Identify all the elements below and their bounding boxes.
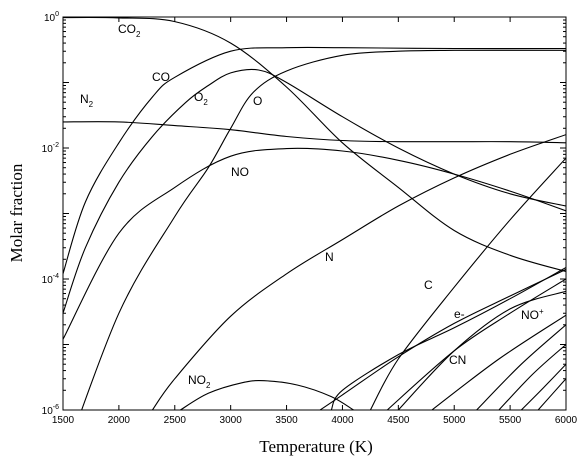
x-tick-label: 2000	[108, 415, 131, 426]
series-label-base: CO	[152, 70, 170, 84]
series-line-unlabeled	[520, 363, 566, 410]
x-axis-title: Temperature (K)	[259, 437, 373, 456]
series-label-o2: O2	[194, 90, 208, 107]
series-label-no-: NO+	[521, 307, 544, 322]
series-label-superscript: +	[539, 307, 544, 316]
series-line-cn	[397, 290, 566, 410]
x-tick-label: 2500	[164, 415, 187, 426]
series-label-no2: NO2	[188, 373, 211, 390]
series-label-base: e-	[454, 307, 465, 321]
x-tick-label: 1500	[52, 415, 75, 426]
plot-frame	[62, 16, 567, 411]
series-line-unlabeled	[386, 278, 566, 410]
x-tick-label: 4000	[331, 415, 354, 426]
series-label-no: NO	[231, 165, 249, 179]
series-label-subscript: 2	[89, 100, 94, 109]
series-label-base: CN	[449, 353, 466, 367]
series-line-unlabeled	[476, 324, 566, 410]
series-line-n2	[63, 121, 566, 144]
series-label-subscript: 2	[203, 98, 208, 107]
series-line-no	[63, 147, 566, 340]
series-line-unlabeled	[498, 344, 566, 410]
series-line-no-	[319, 268, 566, 410]
series-label-base: O	[253, 94, 262, 108]
series-label-base: N	[325, 250, 334, 264]
y-tick-label: 10-6	[42, 404, 59, 417]
series-label-base: O	[194, 90, 203, 104]
series-label-n: N	[325, 250, 334, 264]
x-tick-label: 6000	[555, 415, 578, 426]
y-axis-title: Molar fraction	[7, 163, 26, 262]
series-label-c: C	[424, 278, 433, 292]
series-line-o2	[63, 68, 566, 314]
series-label-co2: CO2	[118, 22, 141, 39]
y-tick-label: 10-4	[42, 273, 59, 286]
series-label-e-: e-	[454, 307, 465, 321]
series-line-n	[151, 134, 566, 410]
y-tick-label: 10-2	[42, 142, 59, 155]
x-tick-label: 3000	[220, 415, 243, 426]
series-label-base: CO	[118, 22, 136, 36]
series-line-unlabeled	[537, 378, 566, 410]
x-tick-label: 4500	[387, 415, 410, 426]
y-tick-label: 100	[44, 11, 59, 24]
series-line-o	[81, 49, 566, 410]
series-line-e-	[330, 267, 566, 410]
x-tick-label: 5500	[499, 415, 522, 426]
series-line-c	[369, 157, 566, 410]
axis-ticks: 1500 2000 2500 3000 3500 4000 4500 5000 5500 6000…	[42, 11, 578, 426]
series-label-base: N	[80, 92, 89, 106]
x-tick-label: 3500	[275, 415, 298, 426]
series-label-subscript: 2	[206, 381, 211, 390]
series-lines	[63, 17, 566, 410]
series-line-unlabeled	[431, 314, 566, 410]
series-line-co	[63, 46, 566, 274]
series-label-cn: CN	[449, 353, 466, 367]
series-label-base: C	[424, 278, 433, 292]
series-label-co: CO	[152, 70, 170, 84]
series-label-base: NO	[188, 373, 206, 387]
series-label-n2: N2	[80, 92, 94, 109]
series-label-subscript: 2	[136, 30, 141, 39]
x-tick-label: 5000	[443, 415, 466, 426]
series-label-o: O	[253, 94, 262, 108]
series-line-co2	[63, 17, 566, 273]
series-line-no2	[180, 380, 354, 410]
series-label-base: NO	[231, 165, 249, 179]
series-label-base: NO	[521, 308, 539, 322]
